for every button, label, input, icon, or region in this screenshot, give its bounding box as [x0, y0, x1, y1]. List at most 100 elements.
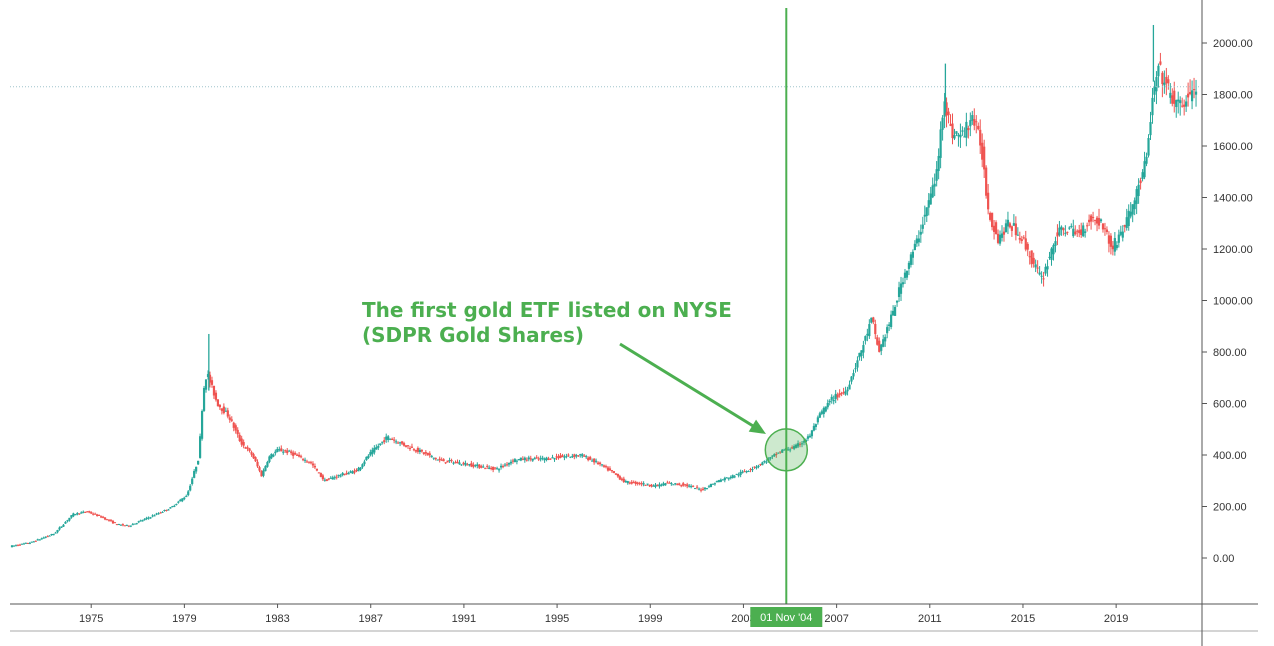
candle-body — [963, 136, 966, 138]
candle-body — [917, 238, 920, 243]
candle-body — [56, 530, 59, 533]
candle-body — [1046, 266, 1049, 270]
x-tick-label: 1995 — [545, 613, 569, 625]
candle-body — [688, 485, 691, 487]
candle-body — [398, 442, 402, 444]
candle-body — [321, 475, 324, 480]
candle-body — [313, 466, 317, 468]
candle-body — [1058, 227, 1061, 236]
candle-body — [96, 514, 99, 516]
candle-body — [991, 212, 994, 228]
candle-body — [642, 483, 645, 485]
candle-body — [832, 399, 835, 402]
candle-body — [729, 477, 732, 479]
candle-body — [961, 130, 964, 132]
candle-body — [173, 505, 176, 507]
candle-body — [149, 517, 152, 519]
candle-body — [709, 484, 713, 487]
candle-body — [88, 511, 91, 513]
candle-body — [521, 458, 524, 460]
candle-body — [1010, 226, 1013, 231]
candle-body — [107, 519, 111, 521]
annotation-arrow-head — [748, 419, 766, 434]
candle-body — [1084, 231, 1087, 233]
candle-body — [703, 487, 707, 490]
candle-body — [598, 462, 602, 465]
candle-body — [800, 443, 804, 445]
candle-body — [1133, 200, 1136, 210]
candle-body — [187, 491, 190, 496]
candle-body — [206, 374, 210, 378]
candle-body — [191, 478, 194, 485]
candle-body — [1147, 138, 1150, 156]
candle-body — [1177, 99, 1180, 102]
candle-body — [280, 448, 283, 452]
candle-body — [515, 460, 518, 462]
candle-body — [925, 207, 928, 217]
candle-body — [1099, 219, 1103, 222]
candle-body — [876, 337, 879, 345]
candle-body — [1002, 231, 1006, 235]
candle-body — [359, 467, 362, 470]
candle-body — [1165, 76, 1168, 84]
candle-body — [519, 457, 522, 461]
candle-body — [254, 457, 257, 462]
candle-body — [505, 464, 509, 466]
candle-body — [965, 121, 968, 138]
candle-body — [1155, 77, 1158, 92]
candle-body — [957, 134, 960, 137]
candle-body — [1050, 248, 1053, 260]
candle-body — [153, 515, 156, 517]
candle-body — [1113, 238, 1116, 252]
y-axis-ticks: 2000.00 1800.00 1600.00 1400.00 1200.00 1000.… — [1202, 38, 1253, 565]
candle-body — [331, 477, 334, 480]
candle-body — [662, 483, 665, 486]
candle-body — [220, 408, 223, 411]
candle-body — [1008, 223, 1012, 228]
candle-body — [559, 455, 562, 458]
candle-body — [440, 459, 443, 461]
candle-body — [319, 473, 322, 477]
candle-body — [529, 458, 532, 460]
candle-body — [298, 454, 301, 457]
candle-body — [822, 407, 825, 415]
candle-body — [818, 413, 821, 418]
candle-body — [1020, 239, 1023, 241]
candle-body — [1139, 180, 1142, 184]
candle-body — [468, 464, 471, 466]
candle-body — [452, 462, 455, 464]
candle-body — [139, 520, 142, 522]
candle-body — [197, 460, 200, 465]
candle-body — [16, 544, 20, 546]
candle-body — [947, 111, 950, 116]
candle-body — [143, 518, 146, 520]
candle-body — [1028, 256, 1031, 258]
candle-body — [953, 135, 956, 139]
candle-body — [1189, 92, 1192, 94]
candle-body — [919, 231, 922, 235]
candle-body — [165, 509, 168, 511]
candle-body — [567, 454, 570, 456]
candle-body — [127, 525, 130, 527]
candle-body — [163, 510, 166, 512]
candle-body — [789, 449, 792, 451]
candle-body — [866, 333, 869, 336]
candle-body — [1123, 225, 1126, 227]
candle-body — [480, 466, 483, 468]
candle-body — [497, 469, 501, 471]
candle-body — [476, 464, 479, 466]
candle-body — [939, 129, 942, 158]
candle-body — [589, 456, 592, 460]
candle-body — [248, 448, 251, 451]
candle-body — [945, 102, 948, 116]
candle-body — [854, 368, 857, 370]
candle-body — [349, 471, 352, 473]
x-tick-label: 1983 — [265, 613, 289, 625]
candle-body — [1014, 223, 1017, 236]
y-tick-label: 2000.00 — [1213, 38, 1253, 50]
candle-body — [1056, 232, 1059, 237]
candle-body — [816, 417, 819, 423]
candle-body — [602, 465, 606, 467]
candle-body — [610, 470, 614, 472]
candle-body — [240, 438, 243, 445]
